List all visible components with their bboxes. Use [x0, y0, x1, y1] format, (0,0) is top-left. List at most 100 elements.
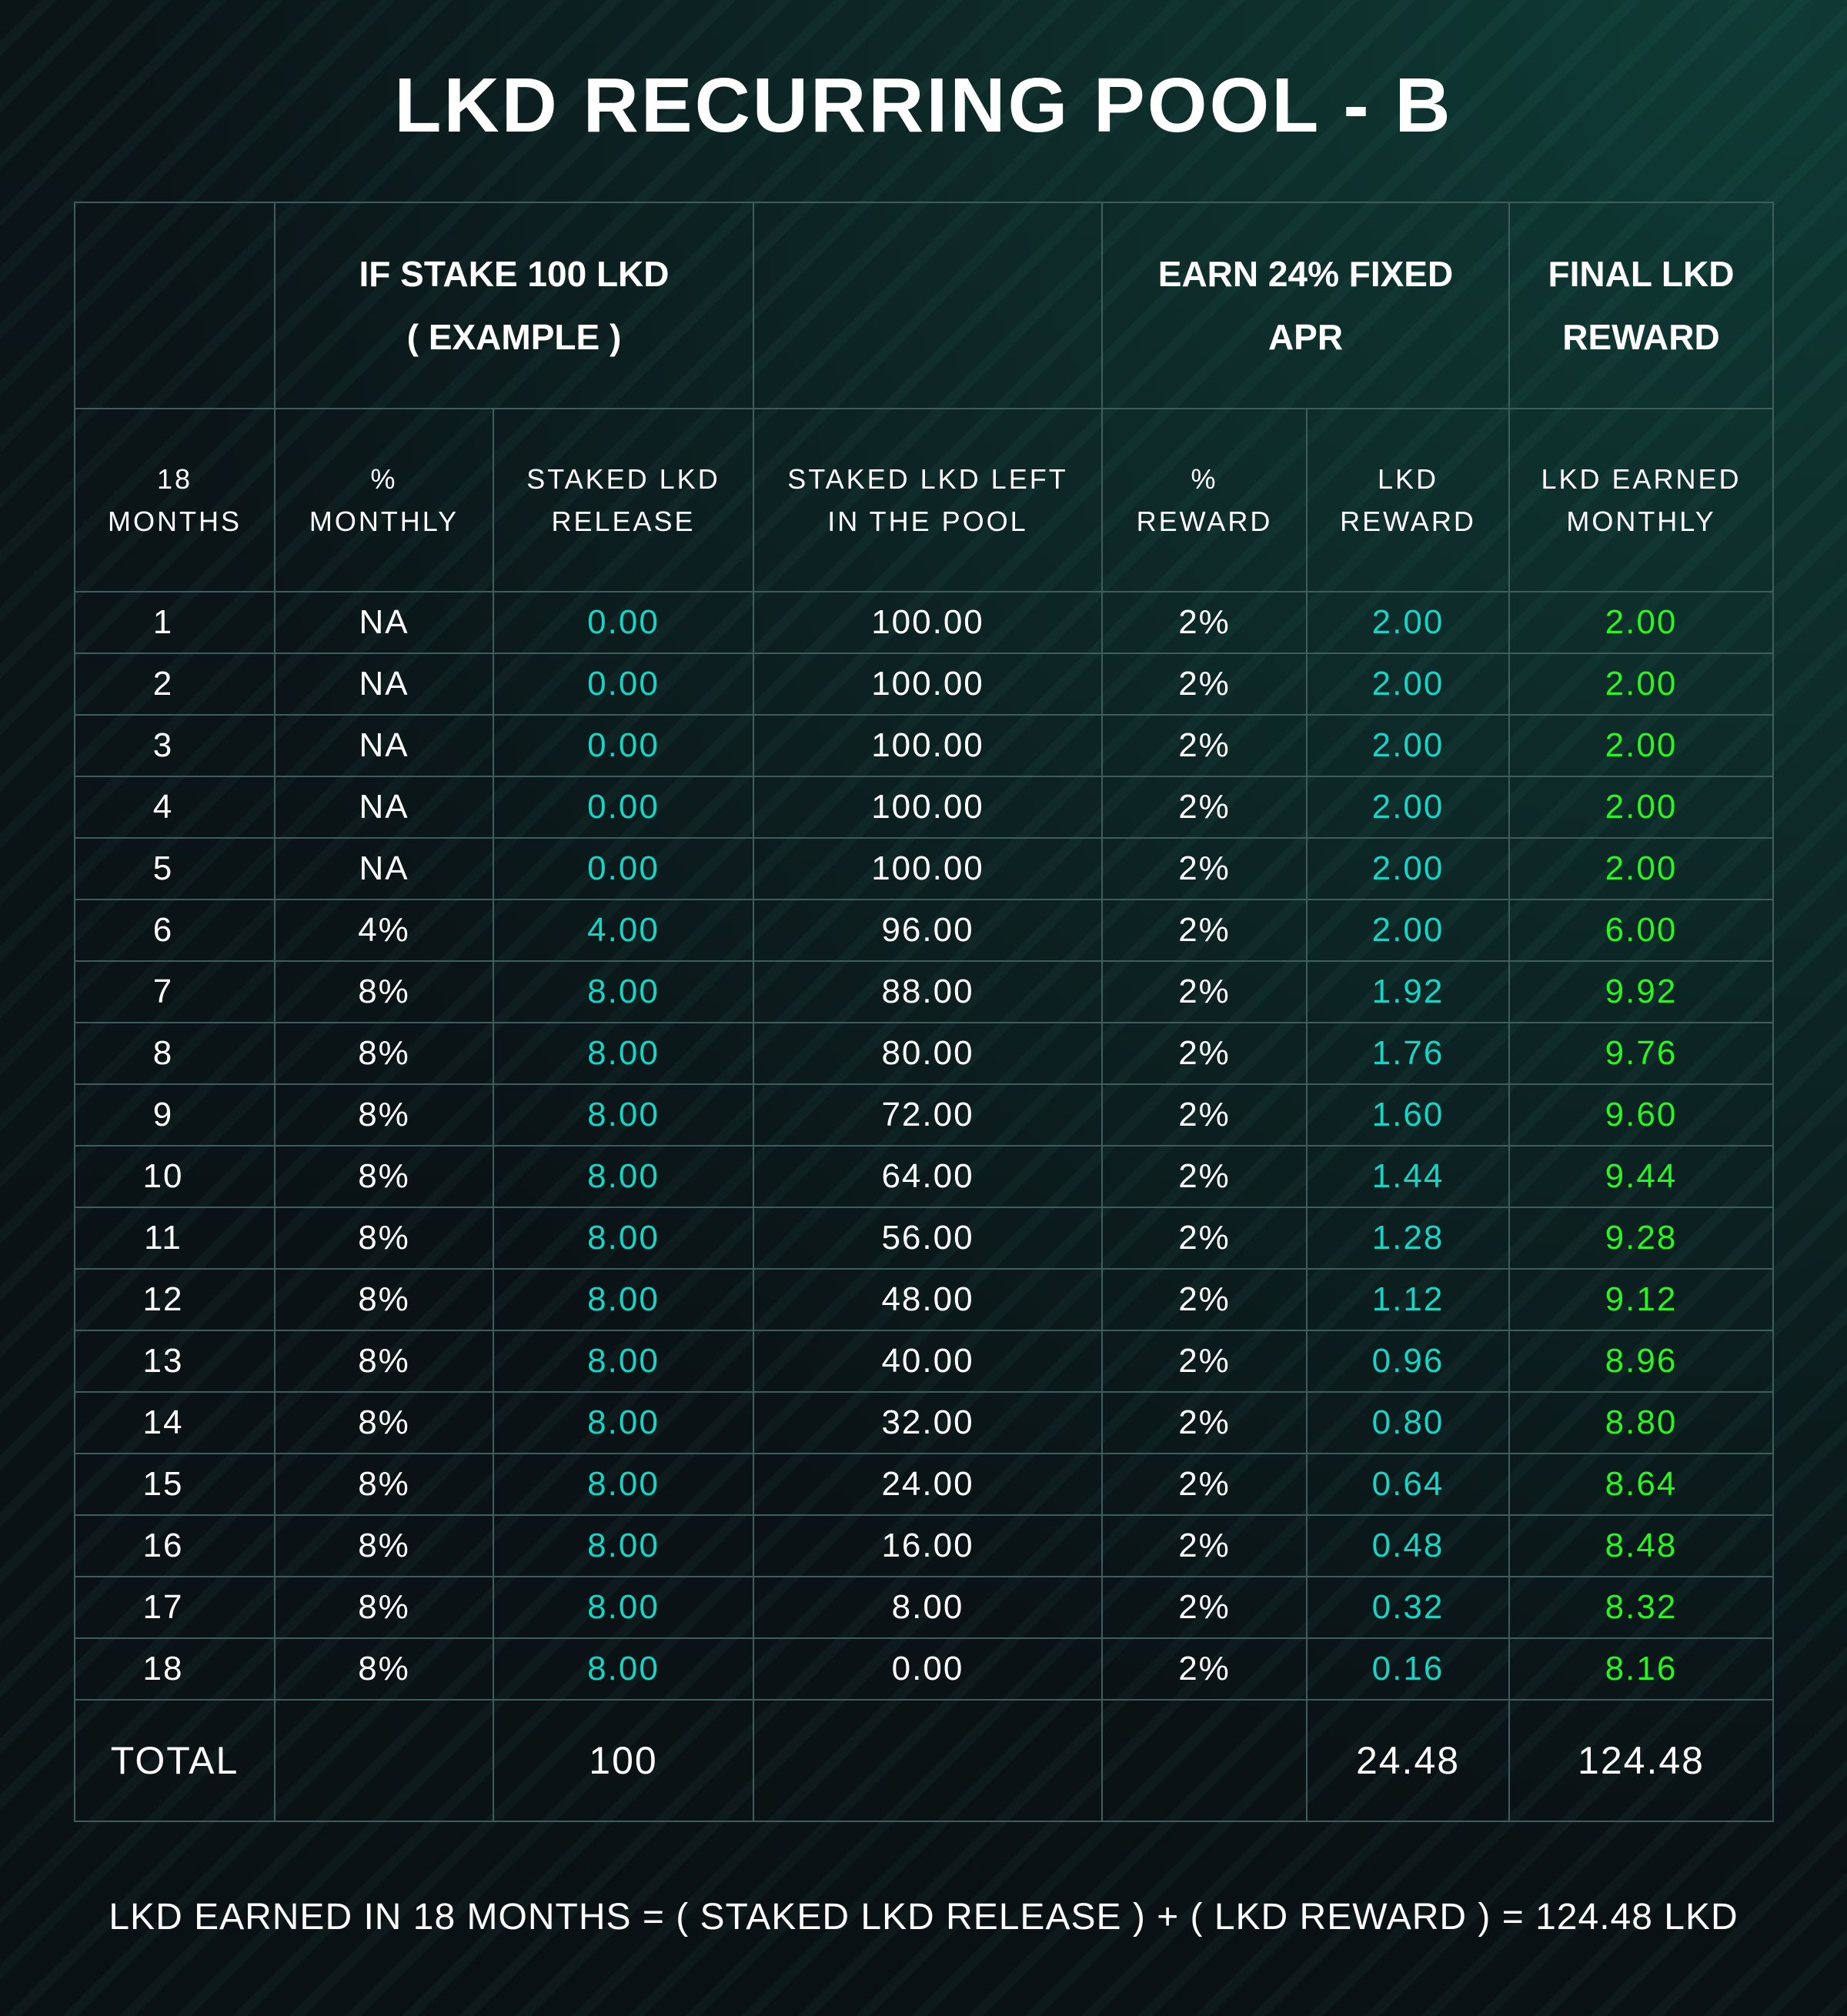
table-row: 9 8% 8.00 72.00 2% 1.60 9.60 [74, 1083, 1774, 1147]
cell-monthly-pct: 8% [274, 960, 494, 1023]
column-header-row: 18 MONTHS % MONTHLY STAKED LKD RELEASE S… [74, 408, 1774, 592]
col-header-months: 18 MONTHS [74, 408, 276, 592]
cell-earned-monthly: 2.00 [1508, 776, 1774, 839]
cell-reward-pct: 2% [1101, 1022, 1308, 1085]
cell-lkd-reward: 1.92 [1306, 960, 1510, 1023]
cell-lkd-reward: 0.48 [1306, 1514, 1510, 1577]
page-title: LKD RECURRING POOL - B [394, 62, 1453, 149]
cell-staked-release: 0.00 [493, 776, 754, 839]
cell-staked-left: 100.00 [753, 653, 1103, 716]
cell-month: 10 [74, 1145, 276, 1208]
cell-monthly-pct: 8% [274, 1083, 494, 1147]
col-header-reward-pct: % REWARD [1101, 408, 1308, 592]
cell-reward-pct: 2% [1101, 714, 1308, 777]
cell-reward-pct: 2% [1101, 960, 1308, 1023]
cell-reward-pct: 2% [1101, 776, 1308, 839]
group-header-row: IF STAKE 100 LKD ( EXAMPLE ) EARN 24% FI… [74, 202, 1774, 409]
cell-month: 12 [74, 1268, 276, 1331]
col-header-line1: STAKED LKD [526, 463, 720, 495]
cell-reward-pct: 2% [1101, 1391, 1308, 1454]
cell-staked-left: 80.00 [753, 1022, 1103, 1085]
cell-lkd-reward: 1.60 [1306, 1083, 1510, 1147]
cell-reward-pct: 2% [1101, 899, 1308, 962]
cell-monthly-pct: 8% [274, 1268, 494, 1331]
cell-monthly-pct: NA [274, 714, 494, 777]
cell-monthly-pct: 8% [274, 1637, 494, 1701]
cell-earned-monthly: 9.92 [1508, 960, 1774, 1023]
cell-lkd-reward: 1.28 [1306, 1207, 1510, 1270]
table-row: 15 8% 8.00 24.00 2% 0.64 8.64 [74, 1453, 1774, 1516]
table-row: 17 8% 8.00 8.00 2% 0.32 8.32 [74, 1576, 1774, 1639]
cell-lkd-reward: 1.76 [1306, 1022, 1510, 1085]
cell-monthly-pct: NA [274, 776, 494, 839]
cell-monthly-pct: 8% [274, 1022, 494, 1085]
cell-staked-left: 100.00 [753, 776, 1103, 839]
cell-monthly-pct: 8% [274, 1576, 494, 1639]
apr-header: EARN 24% FIXED APR [1101, 202, 1510, 409]
cell-lkd-reward: 0.32 [1306, 1576, 1510, 1639]
col-header-line2: REWARD [1136, 506, 1273, 537]
cell-reward-pct: 2% [1101, 591, 1308, 654]
cell-monthly-pct: NA [274, 837, 494, 900]
recurring-pool-table: IF STAKE 100 LKD ( EXAMPLE ) EARN 24% FI… [74, 202, 1774, 1822]
cell-staked-release: 8.00 [493, 1514, 754, 1577]
total-empty-cell [274, 1699, 494, 1822]
cell-staked-left: 96.00 [753, 899, 1103, 962]
col-header-monthly-pct: % MONTHLY [274, 408, 494, 592]
cell-earned-monthly: 8.96 [1508, 1330, 1774, 1393]
empty-header-cell [74, 202, 276, 409]
table-row: 6 4% 4.00 96.00 2% 2.00 6.00 [74, 899, 1774, 962]
cell-month: 17 [74, 1576, 276, 1639]
cell-staked-release: 8.00 [493, 960, 754, 1023]
cell-lkd-reward: 2.00 [1306, 837, 1510, 900]
cell-month: 18 [74, 1637, 276, 1701]
cell-staked-left: 40.00 [753, 1330, 1103, 1393]
col-header-line1: 18 [156, 463, 193, 495]
apr-line2: APR [1268, 317, 1344, 357]
cell-lkd-reward: 2.00 [1306, 899, 1510, 962]
cell-month: 6 [74, 899, 276, 962]
cell-month: 8 [74, 1022, 276, 1085]
cell-staked-release: 0.00 [493, 653, 754, 716]
cell-reward-pct: 2% [1101, 1330, 1308, 1393]
cell-lkd-reward: 2.00 [1306, 714, 1510, 777]
cell-lkd-reward: 0.96 [1306, 1330, 1510, 1393]
cell-staked-release: 0.00 [493, 714, 754, 777]
col-header-line2: MONTHLY [1566, 506, 1716, 537]
cell-month: 2 [74, 653, 276, 716]
cell-month: 15 [74, 1453, 276, 1516]
cell-month: 1 [74, 591, 276, 654]
cell-earned-monthly: 9.76 [1508, 1022, 1774, 1085]
cell-reward-pct: 2% [1101, 837, 1308, 900]
table-row: 8 8% 8.00 80.00 2% 1.76 9.76 [74, 1022, 1774, 1085]
cell-lkd-reward: 0.64 [1306, 1453, 1510, 1516]
cell-staked-left: 100.00 [753, 837, 1103, 900]
cell-staked-release: 8.00 [493, 1576, 754, 1639]
cell-month: 11 [74, 1207, 276, 1270]
cell-lkd-reward: 2.00 [1306, 653, 1510, 716]
cell-monthly-pct: 8% [274, 1514, 494, 1577]
cell-staked-left: 56.00 [753, 1207, 1103, 1270]
table-row: 18 8% 8.00 0.00 2% 0.16 8.16 [74, 1637, 1774, 1701]
cell-earned-monthly: 9.12 [1508, 1268, 1774, 1331]
cell-earned-monthly: 8.64 [1508, 1453, 1774, 1516]
cell-staked-release: 8.00 [493, 1637, 754, 1701]
cell-reward-pct: 2% [1101, 1083, 1308, 1147]
cell-earned-monthly: 8.48 [1508, 1514, 1774, 1577]
cell-staked-left: 100.00 [753, 591, 1103, 654]
cell-lkd-reward: 1.44 [1306, 1145, 1510, 1208]
cell-staked-left: 8.00 [753, 1576, 1103, 1639]
cell-earned-monthly: 2.00 [1508, 714, 1774, 777]
table-row: 3 NA 0.00 100.00 2% 2.00 2.00 [74, 714, 1774, 777]
cell-month: 16 [74, 1514, 276, 1577]
cell-monthly-pct: NA [274, 591, 494, 654]
cell-earned-monthly: 6.00 [1508, 899, 1774, 962]
total-row: TOTAL 100 24.48 124.48 [74, 1699, 1774, 1822]
cell-reward-pct: 2% [1101, 653, 1308, 716]
table-row: 12 8% 8.00 48.00 2% 1.12 9.12 [74, 1268, 1774, 1331]
total-release: 100 [493, 1699, 754, 1822]
table-row: 13 8% 8.00 40.00 2% 0.96 8.96 [74, 1330, 1774, 1393]
cell-earned-monthly: 9.60 [1508, 1083, 1774, 1147]
cell-staked-release: 8.00 [493, 1330, 754, 1393]
cell-lkd-reward: 1.12 [1306, 1268, 1510, 1331]
